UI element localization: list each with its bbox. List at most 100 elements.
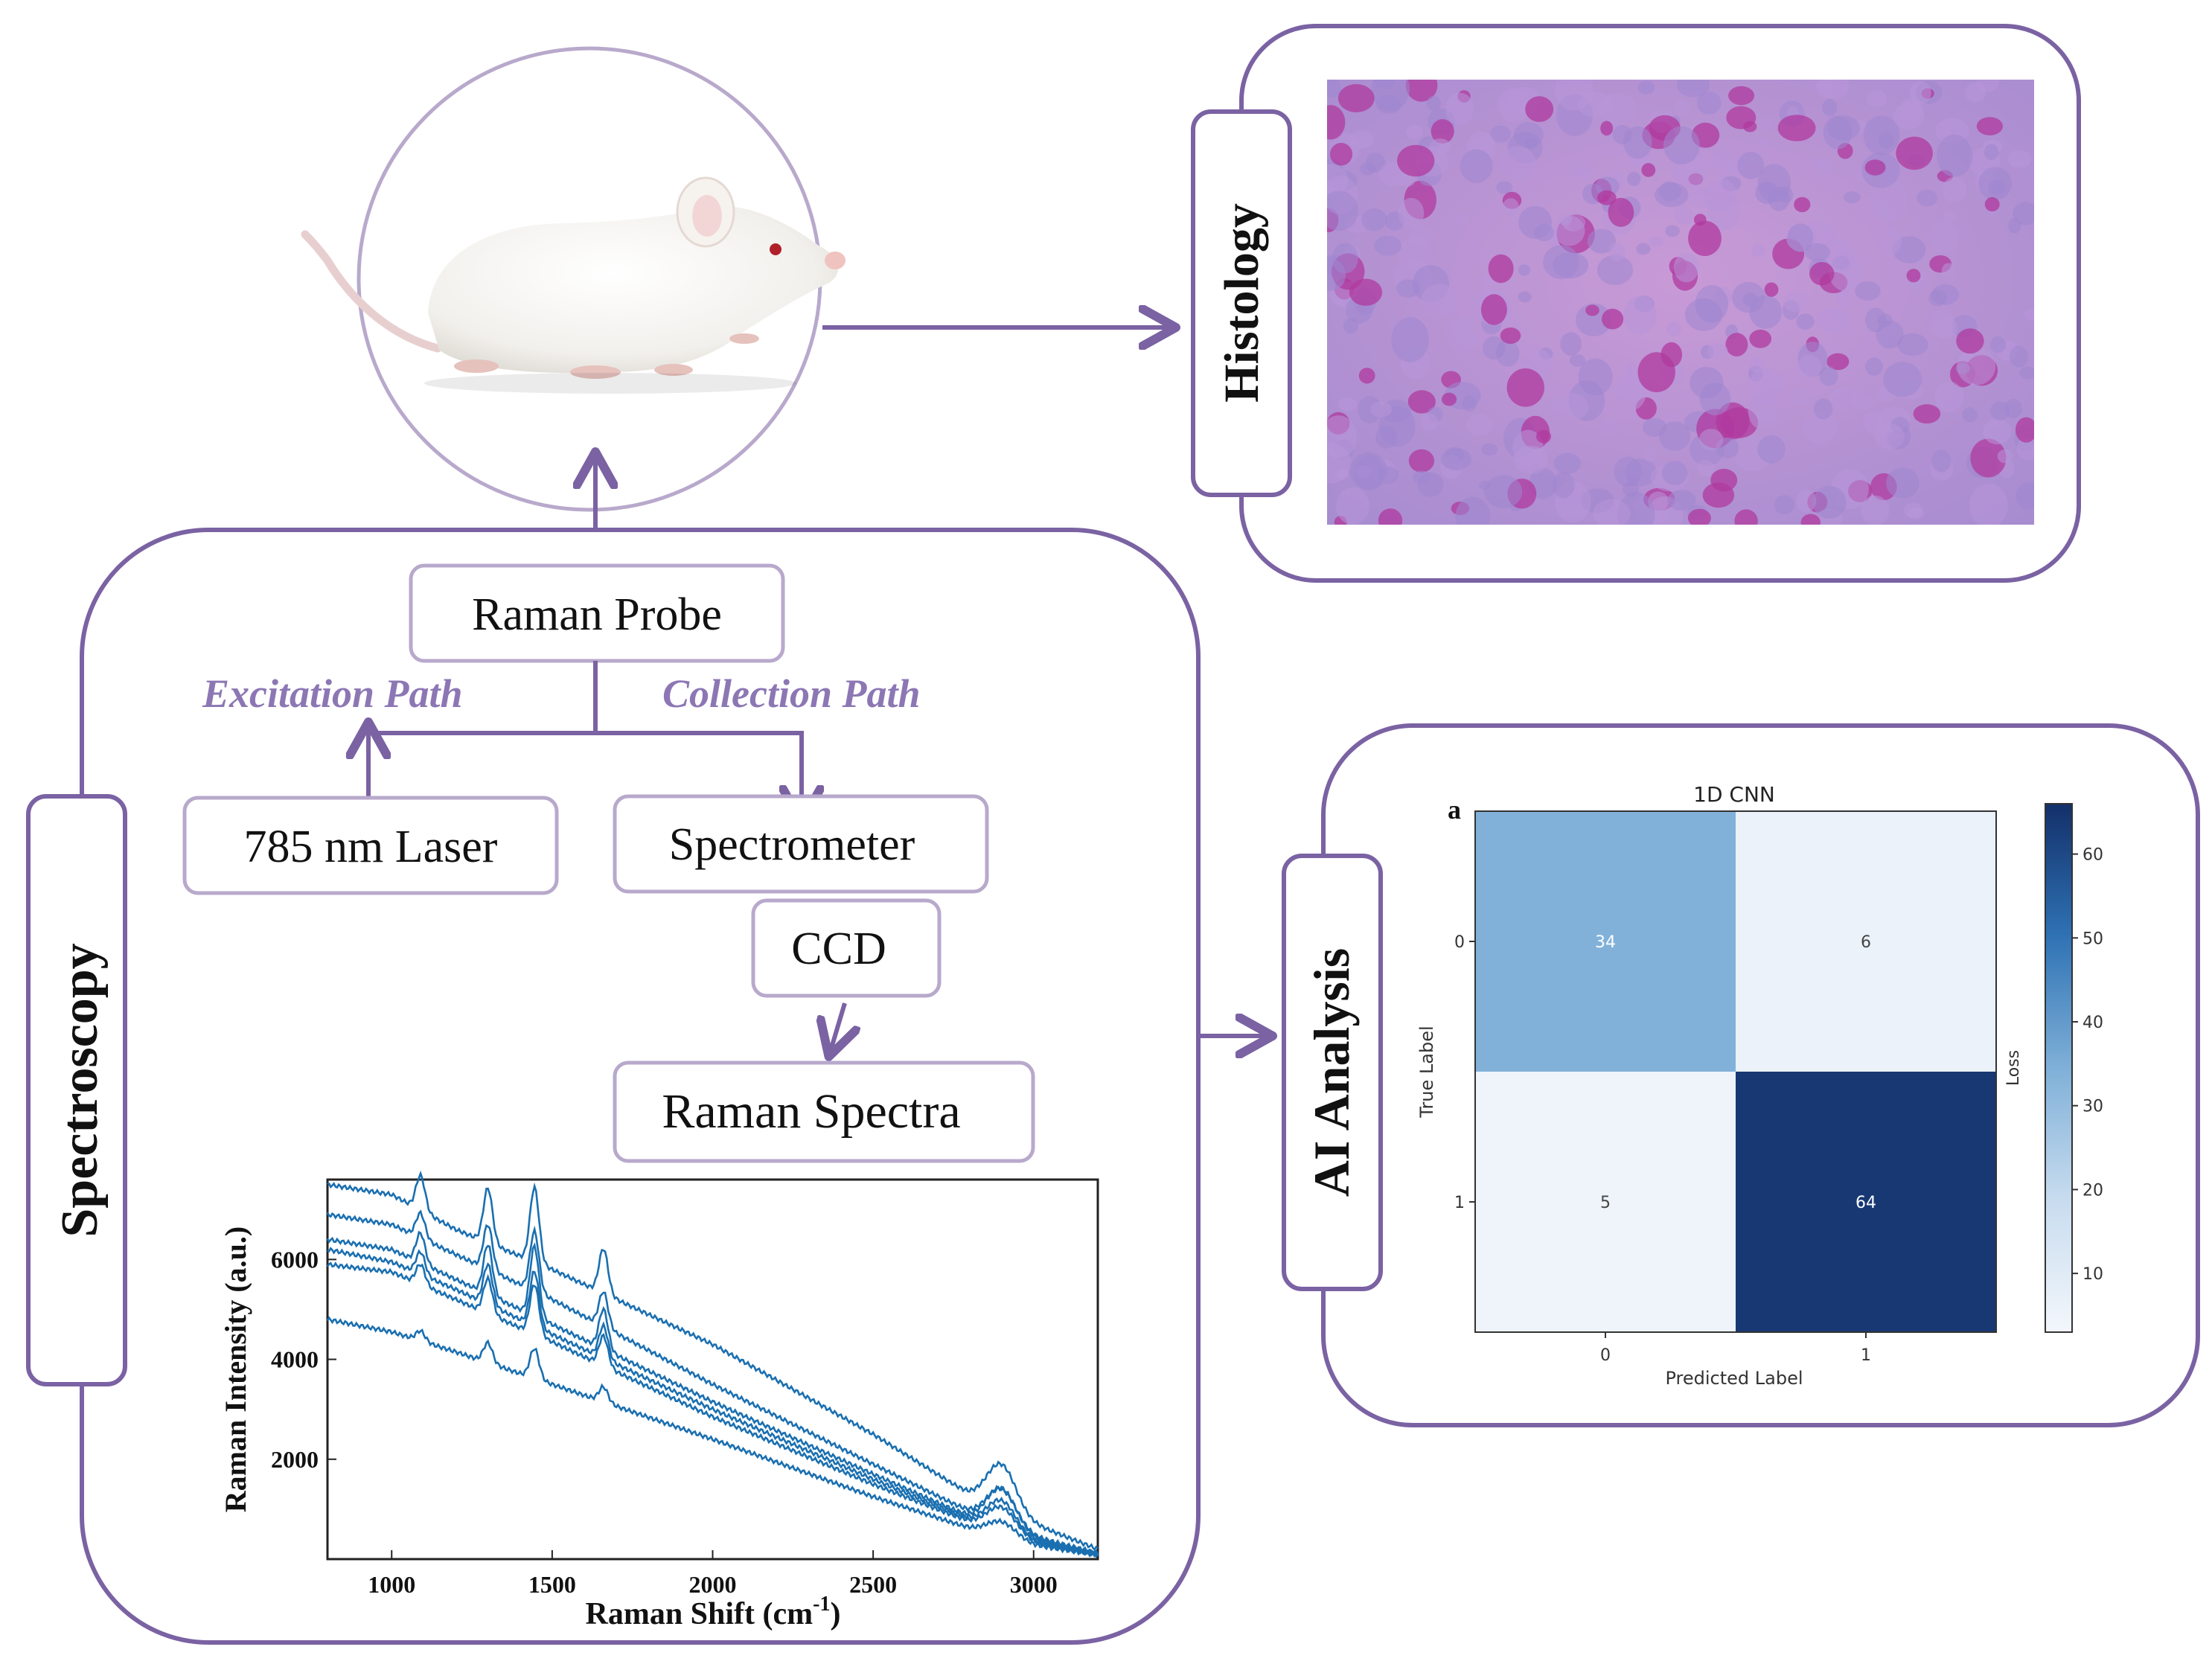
tissue-cell	[1484, 475, 1523, 508]
tissue-cell	[1943, 211, 1957, 223]
collection-path-label: Collection Path	[662, 671, 921, 716]
tissue-cell	[1984, 144, 1999, 160]
tissue-cell	[1576, 303, 1612, 336]
tissue-cell	[1863, 115, 1900, 156]
tissue-cell	[1965, 82, 1986, 103]
confusion-ylabel: True Label	[1416, 1026, 1437, 1118]
row-label: 0	[1454, 933, 1465, 952]
tissue-cell	[1931, 450, 1952, 473]
tissue-cell	[2016, 482, 2034, 511]
tissue-cell	[1674, 100, 1690, 117]
tissue-cell	[1614, 372, 1647, 411]
matrix-value: 34	[1595, 933, 1616, 952]
tissue-cell	[1518, 205, 1553, 239]
tissue-cell	[1481, 443, 1498, 455]
tissue-cell	[1378, 508, 1403, 525]
tissue-cell	[1829, 253, 1862, 292]
tissue-cell	[1569, 354, 1586, 367]
tissue-cell	[1909, 81, 1931, 104]
matrix-cell	[1475, 811, 1736, 1072]
tissue-cell	[1787, 223, 1814, 252]
tissue-cell	[1391, 317, 1429, 362]
tissue-cell	[1441, 448, 1472, 470]
tissue-cell	[1748, 395, 1778, 430]
tissue-cell	[1431, 119, 1454, 144]
tissue-cell	[1697, 92, 1722, 115]
tissue-cell	[1809, 262, 1835, 286]
histology-label: Histology	[1215, 203, 1269, 403]
tissue-cell	[1553, 452, 1582, 474]
tissue-cell	[1480, 294, 1507, 325]
tissue-cell	[1928, 221, 1959, 254]
tissue-cell	[1445, 92, 1474, 126]
matrix-cell	[1736, 811, 1996, 1072]
tissue-cell	[1327, 258, 1346, 291]
tissue-cell	[1934, 381, 1964, 413]
spectrum-line	[326, 1209, 1099, 1556]
tissue-cell	[1757, 435, 1786, 464]
tissue-cell	[1602, 308, 1624, 330]
tissue-cell	[1555, 80, 1594, 111]
tissue-cell	[1865, 307, 1887, 333]
tissue-cell	[1983, 418, 2012, 445]
excitation-path-label: Excitation Path	[202, 671, 463, 716]
spectrum-line	[326, 1261, 1099, 1558]
tissue-cell	[1420, 413, 1438, 431]
tissue-cell	[1865, 357, 1883, 376]
tissue-cell	[1897, 333, 1928, 356]
tissue-cell	[1627, 172, 1641, 186]
tissue-cell	[1623, 126, 1652, 159]
tissue-cell	[1759, 138, 1771, 149]
cbar-tick-label: 30	[2082, 1098, 2103, 1116]
tissue-cell	[1623, 295, 1657, 335]
row-label: 1	[1454, 1194, 1465, 1212]
x-tick-label: 1500	[528, 1571, 576, 1598]
tissue-cell	[1518, 291, 1532, 303]
tissue-cell	[1457, 256, 1471, 270]
tissue-cell	[1358, 368, 1375, 384]
col-label: 1	[1861, 1346, 1871, 1365]
y-tick-label: 6000	[271, 1246, 319, 1273]
tissue-cell	[1370, 401, 1393, 418]
raman-spectra-label: Raman Spectra	[662, 1084, 960, 1139]
tissue-cell	[1488, 254, 1514, 284]
tissue-cell	[1513, 446, 1549, 474]
tissue-cell	[1913, 404, 1941, 424]
tissue-cell	[1667, 490, 1696, 511]
tissue-cell	[1812, 485, 1847, 519]
colorbar	[2045, 803, 2073, 1333]
raman-plot-frame	[326, 1178, 1099, 1561]
tissue-cell	[1835, 288, 1854, 310]
matrix-value: 64	[1855, 1194, 1876, 1212]
tissue-cell	[1698, 429, 1724, 451]
tissue-cell	[1931, 317, 1958, 339]
x-tick-label: 2000	[689, 1571, 737, 1598]
tissue-cell	[1406, 124, 1423, 139]
tissue-cell	[1374, 235, 1402, 256]
matrix-value: 6	[1861, 933, 1871, 952]
confusion-xlabel: Predicted Label	[1665, 1368, 1803, 1389]
tissue-cell	[1518, 264, 1531, 276]
tissue-cell	[1764, 282, 1779, 297]
tissue-cell	[2015, 417, 2034, 443]
tissue-cell	[1777, 115, 1816, 141]
histology-tab	[1191, 109, 1292, 497]
ccd-label: CCD	[791, 924, 886, 974]
spectrometer-box	[613, 794, 989, 894]
tissue-cell	[1774, 495, 1795, 515]
raman-ylabel: Raman Intensity (a.u.)	[219, 1226, 252, 1512]
tissue-cell	[1757, 164, 1791, 202]
tissue-cell	[1690, 366, 1724, 399]
tissue-cell	[2016, 437, 2034, 461]
tissue-cell	[1550, 392, 1589, 421]
tissue-cell	[1543, 245, 1580, 280]
cbar-tick-label: 10	[2082, 1265, 2103, 1284]
tissue-cell	[1883, 362, 1922, 397]
tissue-cell	[1800, 514, 1821, 525]
matrix-cell	[1736, 1072, 1996, 1332]
raman-spectra-box	[613, 1060, 1035, 1163]
laser-box	[182, 796, 559, 895]
x-tick-label: 1000	[368, 1571, 415, 1598]
tissue-cell	[1643, 447, 1657, 462]
tissue-cell	[1710, 468, 1738, 492]
